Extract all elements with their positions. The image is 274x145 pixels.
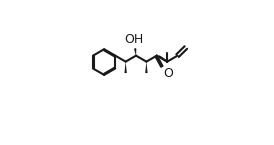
Polygon shape — [145, 62, 148, 73]
Polygon shape — [124, 62, 127, 73]
Text: OH: OH — [124, 33, 143, 46]
Text: O: O — [163, 67, 173, 80]
